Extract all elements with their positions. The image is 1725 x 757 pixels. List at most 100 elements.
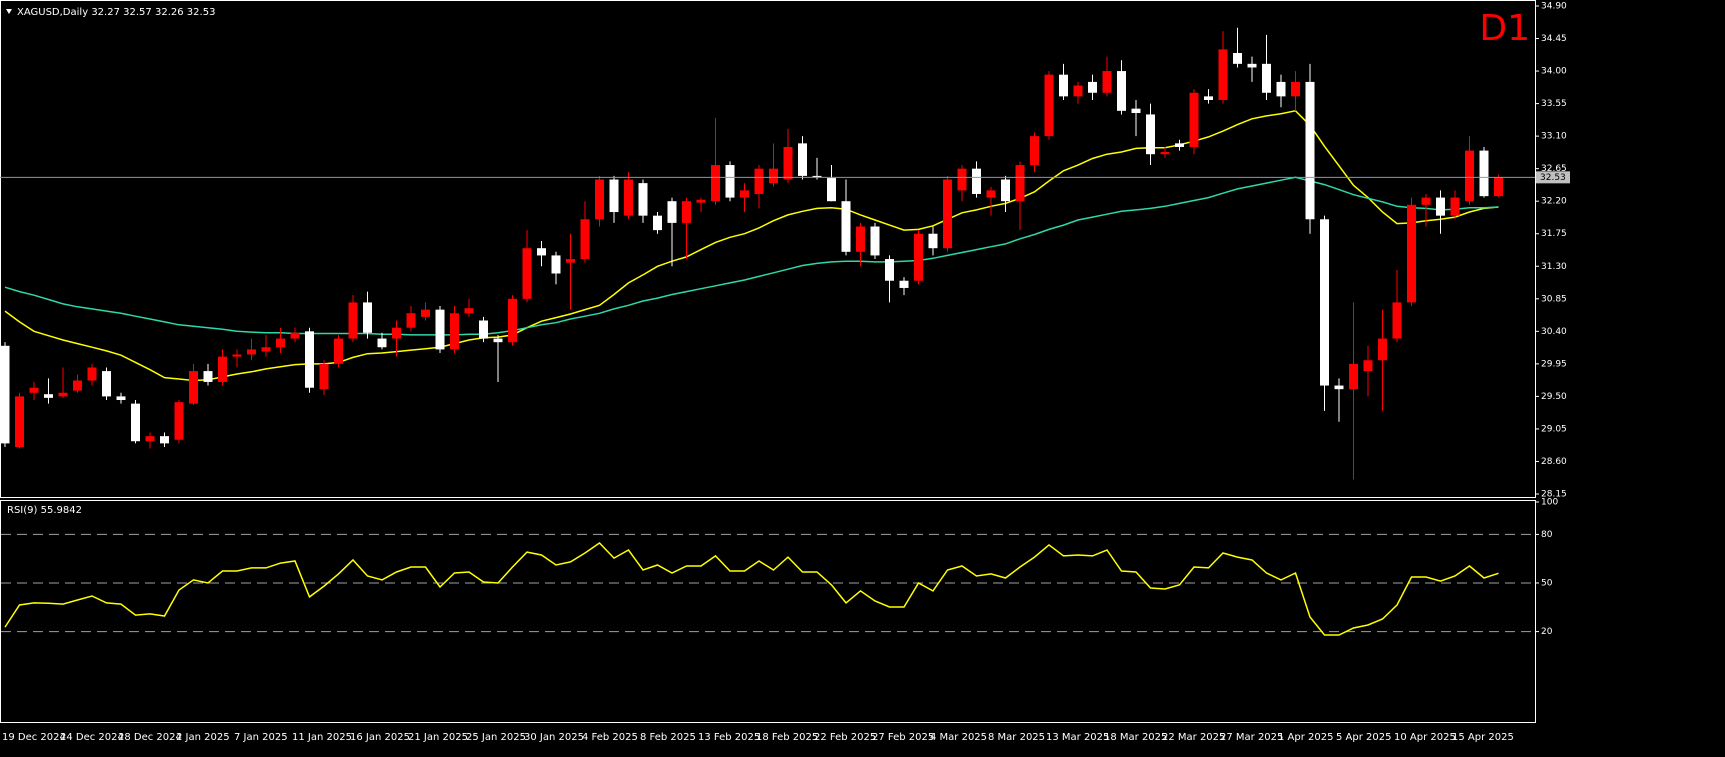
x-tick-label: 5 Apr 2025 (1336, 732, 1391, 743)
candle-body (580, 219, 590, 260)
x-tick-label: 19 Dec 2024 (2, 732, 66, 743)
candle-body (189, 371, 198, 404)
candle-body (363, 302, 372, 333)
price-label: 32.53 (1540, 173, 1566, 183)
candle-body (1262, 63, 1271, 93)
candle-body (348, 302, 358, 339)
x-tick-label: 15 Apr 2025 (1452, 732, 1514, 743)
y-tick-label: 50 (1541, 579, 1553, 589)
candle-body (1450, 197, 1460, 216)
candle-body (406, 313, 416, 328)
x-tick-label: 30 Jan 2025 (524, 732, 584, 743)
candle-body (1160, 152, 1170, 155)
x-tick-label: 2 Jan 2025 (176, 732, 230, 743)
candle-body (783, 146, 793, 180)
candle-body (1305, 81, 1315, 220)
candle-body (1001, 179, 1010, 202)
candle-body (827, 178, 836, 202)
x-tick-label: 21 Jan 2025 (408, 732, 468, 743)
y-tick-label: 32.65 (1541, 164, 1567, 174)
candle-body (1073, 85, 1083, 97)
candle-body (1421, 197, 1431, 205)
candle-body (1044, 74, 1054, 137)
candle-body (1102, 71, 1112, 93)
open-value: 32.27 (91, 7, 120, 18)
candle-body (1030, 136, 1039, 166)
y-tick-label: 33.10 (1541, 132, 1567, 142)
candle-body (58, 392, 68, 397)
y-tick-label: 34.90 (1541, 2, 1567, 12)
low-value: 32.26 (155, 7, 184, 18)
candle-body (725, 165, 735, 198)
x-tick-label: 8 Mar 2025 (988, 732, 1045, 743)
candle-body (885, 259, 894, 281)
candle-body (116, 396, 126, 401)
candle-body (334, 338, 343, 364)
rsi-panel (0, 500, 1536, 723)
candle-body (203, 371, 213, 382)
candle-body (15, 396, 24, 448)
y-tick-label: 28.60 (1541, 457, 1567, 467)
candle-body (972, 168, 981, 194)
candle-body (479, 320, 488, 339)
candle-body (537, 248, 546, 256)
candle-body (1276, 81, 1286, 97)
y-tick-label: 31.30 (1541, 262, 1567, 272)
candle-body (1349, 363, 1358, 390)
candle-body (1436, 197, 1445, 216)
candle-body (1247, 63, 1257, 68)
x-tick-label: 24 Dec 2024 (60, 732, 124, 743)
candle-body (870, 226, 880, 256)
candle-body (87, 367, 97, 381)
candle-body (566, 259, 575, 263)
candle-body (943, 179, 952, 249)
y-tick-label: 29.95 (1541, 359, 1567, 369)
candle-body (1117, 71, 1126, 111)
x-tick-label: 18 Feb 2025 (756, 732, 818, 743)
y-tick-label: 32.20 (1541, 197, 1567, 207)
candle-body (711, 165, 720, 202)
moving-average (4, 109, 1499, 382)
candle-body (1131, 108, 1141, 113)
y-tick-label: 34.45 (1541, 34, 1567, 44)
candle-body (1407, 204, 1416, 303)
candle-body (73, 380, 82, 391)
y-tick-label: 30.40 (1541, 327, 1567, 337)
moving-average (4, 176, 1499, 336)
candle-body (1233, 52, 1242, 64)
candle-body (276, 338, 285, 348)
candle-body (624, 179, 633, 216)
x-tick-label: 28 Dec 2024 (118, 732, 182, 743)
candle-body (0, 345, 10, 444)
candle-body (102, 371, 111, 397)
x-tick-label: 27 Mar 2025 (1220, 732, 1283, 743)
candle-body (609, 179, 619, 213)
price-panel (0, 0, 1536, 498)
x-tick-label: 27 Feb 2025 (872, 732, 934, 743)
timeframe: D1 (1479, 8, 1530, 49)
candle-body (218, 356, 227, 382)
candle-body (464, 308, 474, 314)
candle-body (1218, 49, 1228, 100)
candle-body (44, 394, 53, 398)
candle-body (653, 215, 662, 231)
candle-body (160, 436, 169, 444)
x-tick-label: 25 Jan 2025 (466, 732, 526, 743)
x-tick-label: 10 Apr 2025 (1394, 732, 1456, 743)
candle-body (145, 436, 155, 442)
candle-body (914, 233, 923, 281)
candle-body (1378, 338, 1387, 361)
y-tick-label: 31.75 (1541, 229, 1567, 239)
candle-body (1465, 150, 1474, 202)
rsi-line (4, 542, 1499, 636)
candle-body (1363, 360, 1373, 372)
high-value: 32.57 (123, 7, 152, 18)
candle-body (928, 233, 938, 249)
y-tick-label: 29.50 (1541, 392, 1567, 402)
y-tick-label: 28.15 (1541, 490, 1567, 500)
x-tick-label: 22 Mar 2025 (1162, 732, 1225, 743)
candle-body (1059, 74, 1068, 97)
candle-body (377, 338, 387, 348)
y-tick-label: 29.05 (1541, 424, 1567, 434)
